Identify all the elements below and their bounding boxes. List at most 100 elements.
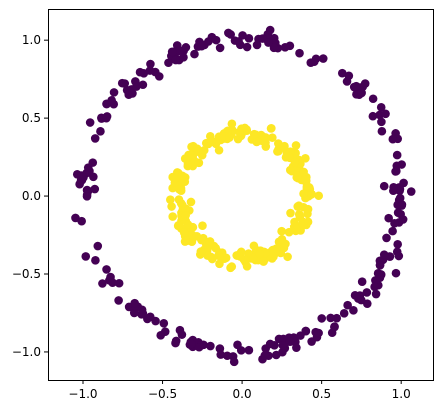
scatter-point [298,220,308,230]
scatter-point [128,89,137,98]
scatter-point [294,210,304,219]
scatter-point [252,137,261,147]
scatter-point [249,253,258,263]
scatter-point [186,197,196,207]
scatter-point [91,256,100,265]
scatter-point [351,81,361,91]
scatter-point [138,80,148,90]
scatter-point [397,201,407,210]
scatter-point [350,291,360,300]
scatter-point [179,53,188,62]
scatter-point [286,208,295,218]
scatter-point [326,313,335,323]
scatter-point [274,334,284,344]
x-axis: −1.0 −0.5 0.0 0.5 1.0 [68,380,411,401]
scatter-point [314,191,324,201]
scatter-point [146,59,155,69]
scatter-point [206,341,215,351]
scatter-point [265,339,275,349]
scatter-point [307,189,316,199]
scatter-point [146,312,155,322]
scatter-point [301,174,310,184]
scatter-point [286,165,295,175]
x-tick-label: 1.0 [392,387,411,401]
scatter-point [302,182,312,191]
scatter-point [183,220,193,229]
scatter-point [357,277,367,286]
scatter-point [174,195,184,204]
x-tick-label: 0.0 [233,387,252,401]
scatter-point [198,221,207,230]
scatter-point [236,346,246,355]
scatter-point [222,351,232,361]
scatter-point [114,278,124,288]
y-tick-label: −0.5 [12,267,41,281]
scatter-point [371,289,381,299]
scatter-point [318,54,328,63]
scatter-point [339,309,349,318]
scatter-point [90,184,100,194]
scatter-point [77,216,86,226]
scatter-point [79,173,88,182]
scatter-point [301,153,310,163]
series-1 [71,25,416,367]
scatter-point [90,134,100,143]
scatter-point [174,220,184,230]
scatter-point [398,215,408,224]
scatter-point [164,58,173,68]
scatter-point [293,173,303,183]
scatter-point [187,151,197,160]
scatter-point [388,134,398,144]
scatter-point [192,232,202,241]
series-2 [166,119,324,273]
scatter-point [375,261,385,270]
scatter-point [194,342,204,352]
x-tick-label: 0.5 [312,387,331,401]
scatter-point [299,189,308,198]
scatter-point [180,154,190,163]
scatter-point [129,308,139,318]
scatter-point [145,66,155,75]
scatter-point [96,127,105,136]
scatter-point [394,251,404,261]
scatter-point [114,296,123,305]
scatter-point [406,187,416,196]
scatter-point [233,134,243,144]
y-tick-label: 0.0 [22,189,41,203]
scatter-point [373,269,383,278]
scatter-point [181,211,190,220]
scatter-point [265,25,275,35]
scatter-point [280,42,290,52]
scatter-point [382,233,391,243]
scatter-point [242,262,252,271]
scatter-point [108,278,117,287]
scatter-point [168,212,178,221]
scatter-point [278,347,287,357]
scatter-point [131,77,140,86]
scatter-point [264,38,273,47]
scatter-point [170,174,180,183]
scatter-point [167,202,176,211]
scatter-point [260,351,270,360]
scatter-point [255,249,264,259]
scatter-point [377,117,386,127]
scatter-point [268,248,278,258]
scatter-point [357,88,366,98]
scatter-point [181,204,191,213]
scatter-point [179,228,189,238]
scatter-point [277,226,286,236]
scatter-point [175,46,185,55]
scatter-point [379,250,389,259]
scatter-point [177,330,187,339]
scatter-point [206,252,216,262]
scatter-point [267,123,276,133]
scatter-point [89,172,98,182]
scatter-point [211,243,221,253]
scatter-point [249,129,259,139]
y-tick-label: 1.0 [22,33,41,47]
scatter-point [102,113,111,123]
scatter-point [216,350,226,359]
scatter-point [292,343,301,352]
scatter-point [238,31,247,40]
